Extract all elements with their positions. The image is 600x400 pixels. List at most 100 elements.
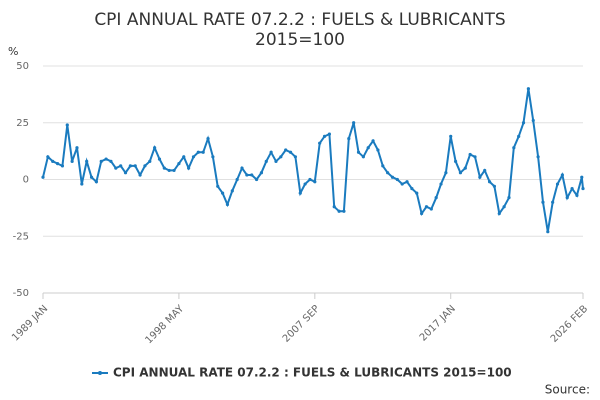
data-point: [517, 134, 521, 138]
data-point: [274, 159, 278, 163]
data-point: [187, 166, 191, 170]
data-point: [284, 148, 288, 152]
data-point: [449, 134, 453, 138]
data-point: [191, 155, 196, 159]
data-point: [123, 171, 128, 175]
y-tick-label: 25: [16, 118, 29, 129]
data-point: [327, 132, 331, 136]
data-point: [478, 175, 482, 179]
data-point: [196, 150, 200, 154]
data-point: [497, 211, 501, 216]
data-point: [313, 180, 317, 184]
data-point: [133, 164, 137, 168]
data-point: [575, 193, 579, 197]
data-point: [70, 159, 74, 163]
data-point: [507, 196, 511, 200]
data-point: [153, 146, 157, 150]
data-point: [264, 159, 268, 163]
y-axis-label: %: [8, 45, 18, 58]
data-point: [75, 146, 79, 150]
chart-title: CPI ANNUAL RATE 07.2.2 : FUELS & LUBRICA…: [94, 10, 505, 30]
data-point: [206, 137, 210, 141]
data-point: [279, 155, 283, 159]
data-point: [60, 164, 65, 168]
data-point: [580, 175, 584, 179]
data-point: [483, 168, 487, 173]
data-point: [322, 134, 327, 138]
data-point: [235, 177, 239, 182]
data-point: [439, 182, 443, 186]
data-point: [269, 150, 273, 154]
data-point: [434, 196, 438, 200]
data-point: [250, 173, 254, 177]
data-point: [560, 173, 564, 177]
y-tick-label: -25: [13, 231, 29, 242]
data-point: [55, 162, 60, 166]
data-point: [172, 168, 176, 173]
data-point: [581, 186, 585, 191]
data-point: [254, 177, 259, 182]
data-point: [46, 155, 50, 159]
data-point: [521, 121, 526, 125]
data-point: [366, 146, 370, 150]
data-point: [240, 166, 244, 170]
data-point: [536, 155, 540, 159]
data-point: [473, 155, 477, 159]
data-point: [371, 139, 375, 143]
y-tick-label: 0: [23, 175, 29, 186]
data-point: [293, 155, 298, 159]
data-point: [41, 175, 45, 179]
data-point: [337, 209, 341, 213]
data-point: [429, 207, 433, 211]
y-tick-label: -50: [13, 288, 29, 299]
x-tick-label: 2007 SEP: [281, 303, 322, 344]
data-point: [65, 123, 69, 127]
data-point: [259, 171, 264, 175]
data-point: [303, 182, 307, 186]
data-point: [216, 184, 220, 188]
x-tick-label: 2017 JAN: [418, 303, 458, 343]
legend-swatch: [98, 371, 102, 375]
data-point: [89, 175, 94, 179]
data-point: [356, 150, 361, 154]
data-point: [405, 180, 409, 184]
data-point: [444, 171, 448, 175]
data-point: [80, 182, 84, 186]
data-point: [386, 171, 390, 175]
data-point: [51, 159, 55, 163]
data-point: [288, 150, 293, 154]
data-point: [143, 164, 147, 168]
data-point: [308, 177, 312, 182]
data-point: [148, 159, 152, 163]
data-point: [502, 205, 506, 209]
data-point: [376, 148, 380, 152]
data-point: [211, 155, 215, 159]
data-point: [220, 191, 225, 195]
data-point: [342, 209, 346, 213]
data-point: [162, 166, 166, 170]
data-point: [458, 171, 463, 175]
data-point: [565, 196, 569, 200]
data-point: [318, 141, 322, 145]
data-point: [487, 180, 492, 184]
data-point: [400, 182, 404, 186]
data-point: [177, 162, 181, 166]
data-point: [245, 173, 249, 177]
data-point: [85, 159, 89, 163]
legend-label: CPI ANNUAL RATE 07.2.2 : FUELS & LUBRICA…: [113, 366, 512, 380]
chart-title: 2015=100: [255, 30, 345, 50]
data-point: [230, 189, 234, 193]
data-point: [201, 150, 205, 154]
data-point: [119, 164, 123, 168]
data-point: [468, 152, 472, 157]
source: Source:: [545, 383, 590, 397]
data-point: [347, 137, 351, 141]
data-point: [167, 168, 171, 173]
data-point: [410, 186, 414, 191]
data-point: [332, 205, 336, 209]
data-point: [128, 164, 132, 168]
data-point: [114, 166, 118, 170]
data-point: [99, 159, 103, 163]
data-point: [352, 121, 356, 125]
data-point: [104, 157, 108, 161]
